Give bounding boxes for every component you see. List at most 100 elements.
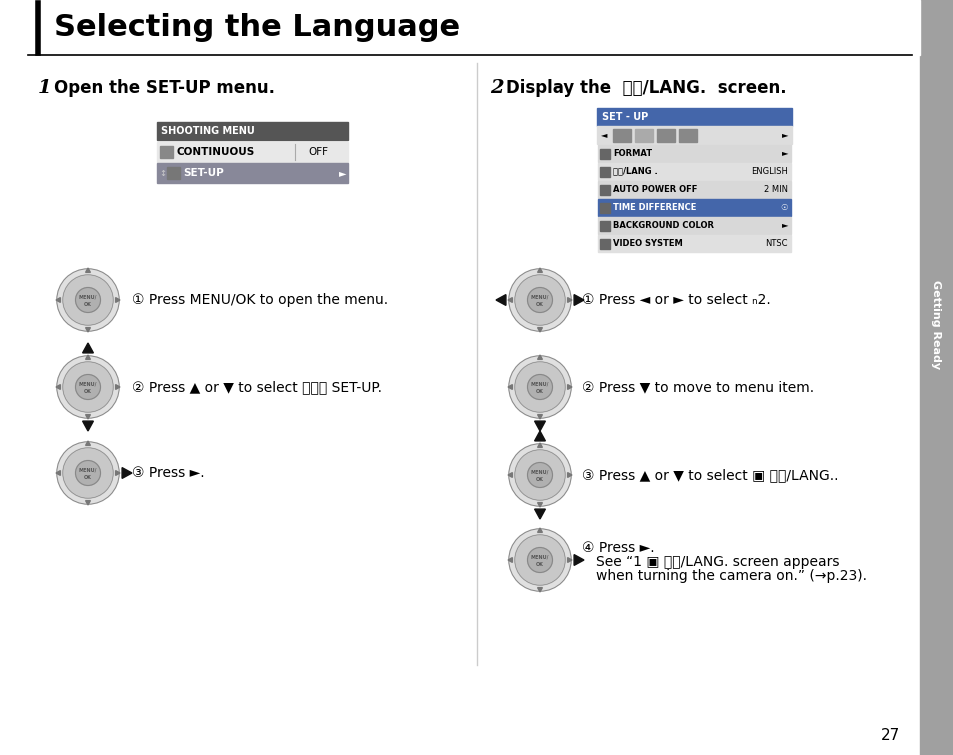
Text: ② Press ▼ to move to menu item.: ② Press ▼ to move to menu item.: [581, 380, 813, 394]
Text: OK: OK: [536, 389, 543, 393]
Bar: [154, 120, 350, 265]
Circle shape: [508, 528, 571, 591]
Circle shape: [63, 275, 113, 325]
Polygon shape: [537, 355, 542, 359]
Text: MENU/: MENU/: [79, 467, 97, 473]
Bar: [613, 129, 630, 142]
Text: ◄: ◄: [600, 131, 607, 140]
Polygon shape: [567, 297, 572, 303]
Text: NTSC: NTSC: [764, 239, 787, 248]
Polygon shape: [507, 297, 512, 303]
Text: VIDEO SYSTEM: VIDEO SYSTEM: [613, 239, 682, 248]
Text: SHOOTING MENU: SHOOTING MENU: [161, 126, 254, 136]
Text: TIME DIFFERENCE: TIME DIFFERENCE: [613, 202, 696, 211]
Text: ② Press ▲ or ▼ to select ＳＥＴ SET-UP.: ② Press ▲ or ▼ to select ＳＥＴ SET-UP.: [132, 380, 381, 394]
Circle shape: [57, 356, 119, 418]
Text: SET - UP: SET - UP: [601, 112, 648, 122]
Text: BACKGROUND COLOR: BACKGROUND COLOR: [613, 220, 713, 230]
Bar: [597, 108, 791, 126]
Circle shape: [515, 535, 564, 585]
Text: ►: ►: [781, 220, 787, 230]
Text: See “1 ▣ 言語/LANG. screen appears: See “1 ▣ 言語/LANG. screen appears: [596, 555, 839, 569]
Bar: [598, 235, 790, 252]
Text: ☉: ☉: [780, 202, 787, 211]
Bar: [598, 145, 790, 162]
Bar: [599, 203, 609, 213]
Polygon shape: [507, 558, 512, 562]
Polygon shape: [86, 414, 91, 419]
Text: MENU/: MENU/: [530, 294, 549, 300]
Polygon shape: [507, 473, 512, 477]
Bar: [599, 185, 609, 195]
Text: ►: ►: [781, 131, 787, 140]
Text: ③ Press ►.: ③ Press ►.: [132, 466, 204, 480]
Text: when turning the camera on.” (→p.23).: when turning the camera on.” (→p.23).: [596, 569, 866, 583]
Text: Selecting the Language: Selecting the Language: [54, 14, 459, 42]
Circle shape: [527, 547, 552, 572]
Polygon shape: [83, 343, 93, 353]
Circle shape: [515, 275, 564, 325]
Polygon shape: [537, 587, 542, 592]
Polygon shape: [537, 414, 542, 419]
Text: ① Press ◄ or ► to select ₙ2.: ① Press ◄ or ► to select ₙ2.: [581, 293, 770, 307]
Text: CONTINUOUS: CONTINUOUS: [177, 147, 255, 157]
Bar: [635, 129, 652, 142]
Bar: [599, 167, 609, 177]
Circle shape: [527, 288, 552, 313]
Text: Getting Ready: Getting Ready: [930, 280, 940, 369]
Polygon shape: [534, 421, 545, 431]
Polygon shape: [86, 268, 91, 273]
Bar: [679, 129, 697, 142]
Polygon shape: [56, 297, 60, 303]
Text: OFF: OFF: [308, 147, 328, 157]
Polygon shape: [83, 421, 93, 431]
Circle shape: [527, 374, 552, 399]
Text: ③ Press ▲ or ▼ to select ▣ 言語/LANG..: ③ Press ▲ or ▼ to select ▣ 言語/LANG..: [581, 468, 838, 482]
Bar: [599, 221, 609, 231]
Polygon shape: [574, 294, 583, 306]
Text: 言語/LANG .: 言語/LANG .: [613, 167, 657, 175]
Polygon shape: [56, 384, 60, 390]
Text: ④ Press ►.: ④ Press ►.: [581, 541, 654, 555]
Text: ↕: ↕: [159, 168, 166, 177]
Polygon shape: [537, 268, 542, 273]
Text: Open the SET-UP menu.: Open the SET-UP menu.: [54, 79, 274, 97]
Bar: [598, 217, 790, 234]
Circle shape: [508, 269, 571, 331]
Polygon shape: [115, 384, 120, 390]
Polygon shape: [122, 467, 132, 479]
Bar: [599, 149, 609, 159]
Polygon shape: [574, 555, 583, 565]
Bar: [598, 199, 790, 216]
Text: ENGLISH: ENGLISH: [750, 167, 787, 175]
Text: MENU/: MENU/: [79, 381, 97, 387]
Bar: [160, 146, 172, 158]
Bar: [157, 163, 348, 183]
Circle shape: [75, 288, 100, 313]
Circle shape: [75, 374, 100, 399]
Bar: [657, 129, 675, 142]
Polygon shape: [86, 355, 91, 359]
Bar: [598, 163, 790, 180]
Text: 27: 27: [880, 728, 899, 742]
Text: OK: OK: [84, 301, 91, 307]
Polygon shape: [567, 473, 572, 477]
Polygon shape: [537, 328, 542, 332]
Text: ►: ►: [339, 168, 346, 178]
Text: OK: OK: [536, 476, 543, 482]
Circle shape: [63, 362, 113, 412]
Circle shape: [527, 463, 552, 488]
Polygon shape: [115, 470, 120, 476]
Bar: [919, 0, 953, 755]
Text: FORMAT: FORMAT: [613, 149, 652, 158]
Polygon shape: [86, 501, 91, 505]
Circle shape: [515, 450, 564, 501]
Text: OK: OK: [536, 301, 543, 307]
Text: AUTO POWER OFF: AUTO POWER OFF: [613, 184, 697, 193]
Bar: [0, 0, 919, 55]
Polygon shape: [567, 558, 572, 562]
Circle shape: [508, 444, 571, 506]
Polygon shape: [496, 294, 505, 306]
Bar: [157, 122, 348, 140]
Polygon shape: [534, 509, 545, 519]
